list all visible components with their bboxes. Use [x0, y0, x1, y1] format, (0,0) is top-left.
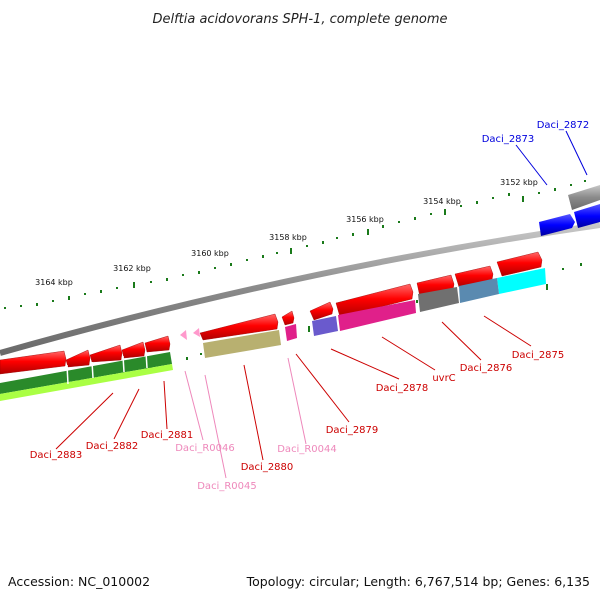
cog-lime — [0, 364, 173, 401]
cds-arrow — [65, 349, 91, 368]
scale-label-3164: 3164 kbp — [35, 278, 73, 287]
cog-gray — [418, 287, 459, 312]
blue-cds-arrow — [574, 204, 600, 228]
cds-arrow — [144, 335, 171, 353]
genome-backbone — [0, 222, 600, 356]
gene-label-daci-2872: Daci_2872 — [537, 120, 590, 131]
blue-cds-arrow — [539, 214, 575, 236]
cds-arrow — [199, 313, 279, 341]
cog-green — [0, 352, 172, 394]
scale-label-3154: 3154 kbp — [423, 197, 461, 206]
cds-arrow — [0, 350, 67, 375]
scale-label-3152: 3152 kbp — [500, 178, 538, 187]
scale-label-3162: 3162 kbp — [113, 264, 151, 273]
scale-ticks-outer — [4, 180, 586, 309]
gene-labels: Daci_2872 Daci_2873 Daci_2875 Daci_2876 … — [30, 120, 590, 492]
forward-strand-genes — [0, 251, 543, 375]
scale-labels: 3152 kbp 3154 kbp 3156 kbp 3158 kbp 3160… — [35, 178, 538, 287]
scale-label-3156: 3156 kbp — [346, 215, 384, 224]
cog-olive — [203, 330, 281, 358]
gene-label-daci-2879: Daci_2879 — [326, 425, 379, 436]
gene-label-daci-2875: Daci_2875 — [512, 350, 565, 361]
gene-label-daci-2880: Daci_2880 — [241, 462, 294, 473]
cds-arrow — [281, 310, 295, 326]
gray-feature — [568, 185, 600, 210]
gene-label-daci-2876: Daci_2876 — [460, 363, 513, 374]
function-ring — [0, 268, 546, 401]
scale-label-3160: 3160 kbp — [191, 249, 229, 258]
accession-text: Accession: NC_010002 — [8, 574, 150, 589]
cog-magenta-small — [285, 324, 297, 341]
cds-arrow — [121, 341, 146, 359]
scale-label-3158: 3158 kbp — [269, 233, 307, 242]
gene-label-daci-2882: Daci_2882 — [86, 441, 139, 452]
gene-label-daci-2883: Daci_2883 — [30, 450, 83, 461]
top-right-features — [539, 185, 600, 236]
cog-magenta — [338, 300, 416, 331]
gene-label-daci-2878: Daci_2878 — [376, 383, 429, 394]
gene-label-daci-r0044: Daci_R0044 — [277, 444, 337, 455]
gene-label-daci-r0045: Daci_R0045 — [197, 481, 257, 492]
cog-cyan — [497, 268, 546, 294]
genome-summary-text: Topology: circular; Length: 6,767,514 bp… — [246, 574, 590, 589]
rna-arrow — [193, 328, 200, 337]
gene-label-daci-r0046: Daci_R0046 — [175, 443, 235, 454]
cds-arrow — [309, 301, 334, 321]
leader-lines — [55, 130, 588, 479]
cog-steel — [459, 278, 499, 303]
gene-label-daci-2873: Daci_2873 — [482, 134, 535, 145]
gene-label-daci-2881: Daci_2881 — [141, 430, 194, 441]
rna-arrow — [180, 330, 187, 340]
gene-label-uvrc: uvrC — [432, 373, 455, 384]
cds-arrow — [89, 344, 123, 363]
cds-arrow — [335, 283, 414, 318]
map-title: Delftia acidovorans SPH-1, complete geno… — [152, 12, 447, 27]
cds-arrow — [496, 251, 543, 277]
cog-purple — [312, 316, 338, 336]
